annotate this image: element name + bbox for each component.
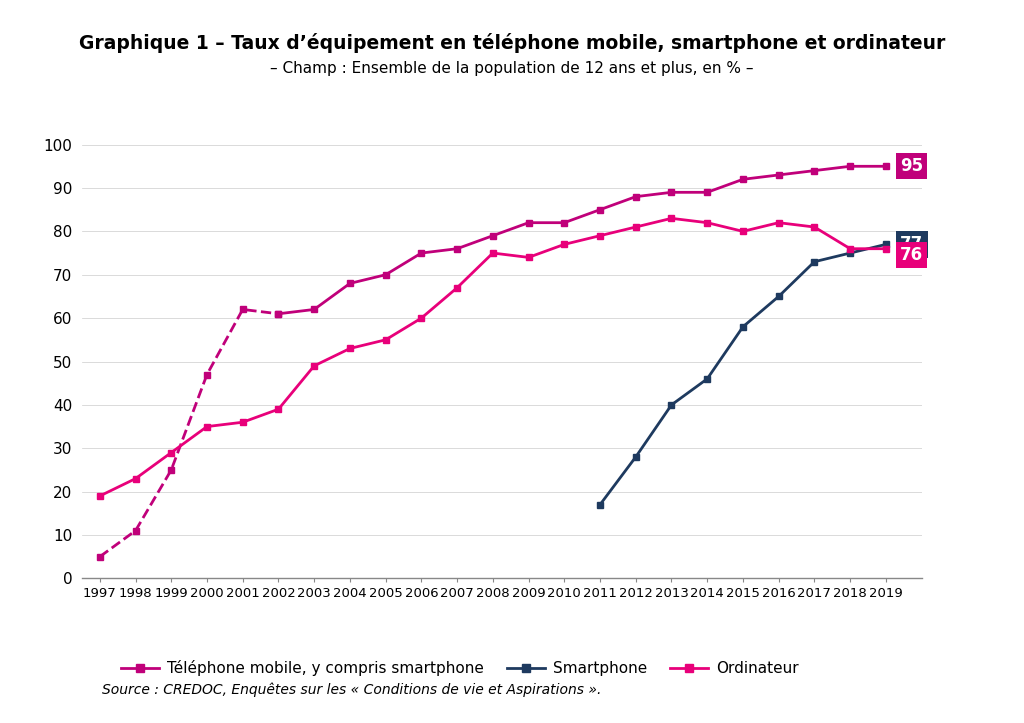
Text: 77: 77 xyxy=(900,236,924,253)
Text: 76: 76 xyxy=(900,247,924,264)
Text: Graphique 1 – Taux d’équipement en téléphone mobile, smartphone et ordinateur: Graphique 1 – Taux d’équipement en télép… xyxy=(79,33,945,53)
Text: – Champ : Ensemble de la population de 12 ans et plus, en % –: – Champ : Ensemble de la population de 1… xyxy=(270,61,754,77)
Legend: Téléphone mobile, y compris smartphone, Smartphone, Ordinateur: Téléphone mobile, y compris smartphone, … xyxy=(115,654,805,683)
Text: Source : CREDOC, Enquêtes sur les « Conditions de vie et Aspirations ».: Source : CREDOC, Enquêtes sur les « Cond… xyxy=(102,683,602,697)
Text: 95: 95 xyxy=(900,158,924,175)
